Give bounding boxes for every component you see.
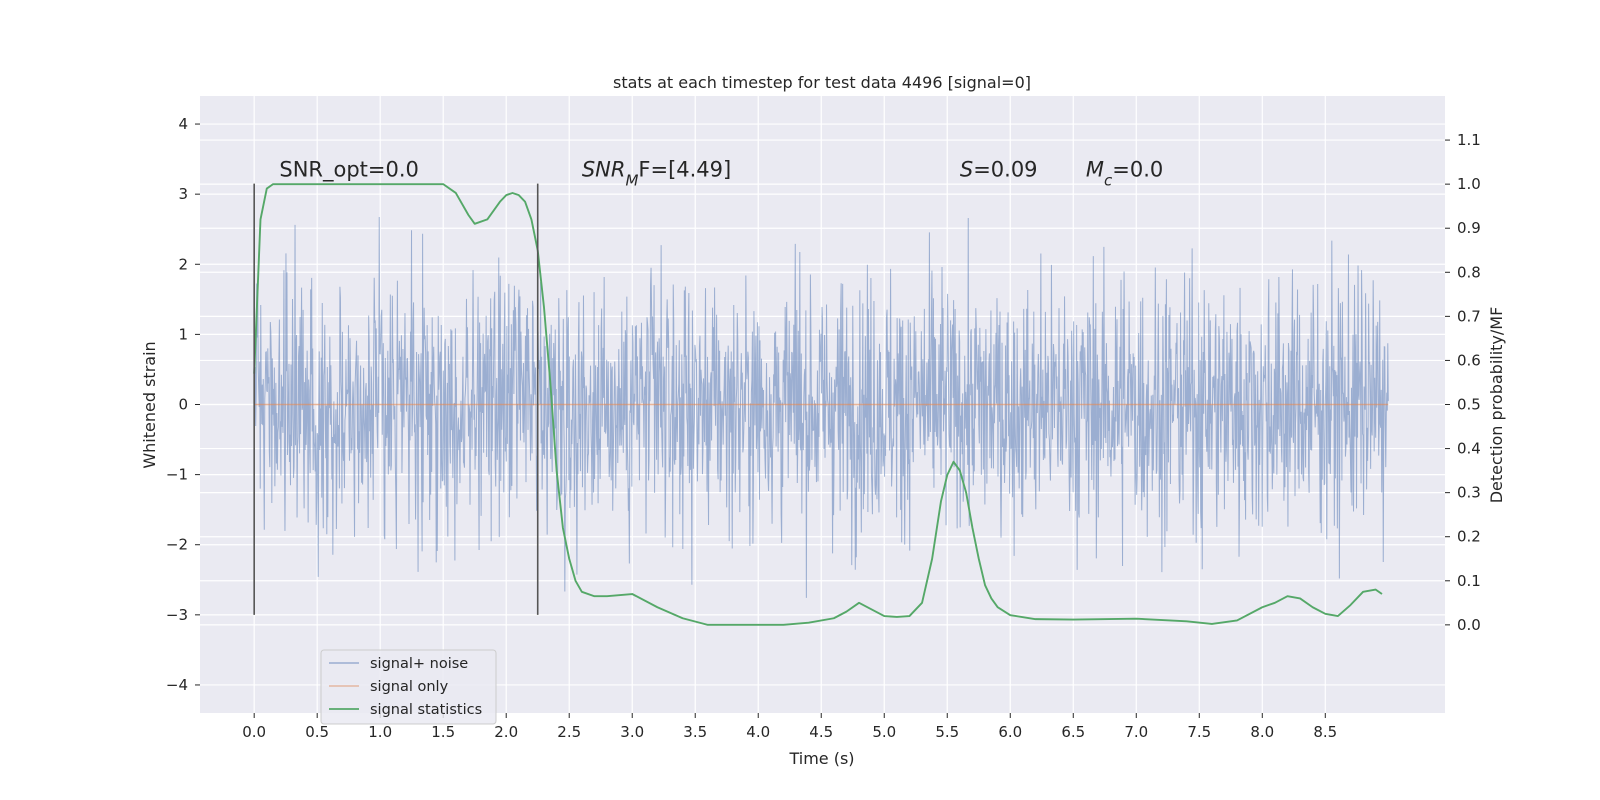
y-right-tick-label: 0.0 (1457, 616, 1481, 634)
x-tick-label: 7.0 (1124, 723, 1148, 741)
y-right-tick-label: 0.8 (1457, 263, 1481, 281)
series-lines (253, 183, 1389, 626)
y-left-tick-label: 2 (178, 255, 188, 273)
legend-label-signal-only: signal only (370, 679, 449, 695)
y-axis-left-label: Whitened strain (140, 341, 159, 468)
x-tick-label: 8.0 (1250, 723, 1274, 741)
x-tick-label: 5.0 (872, 723, 896, 741)
x-axis-label: Time (s) (788, 749, 854, 768)
noise-series-signal-plus-noise (253, 217, 1389, 598)
y-right-tick-label: 0.1 (1457, 572, 1481, 590)
y-right-tick-label: 0.3 (1457, 484, 1481, 502)
x-tick-label: 3.0 (620, 723, 644, 741)
y-axis-left-ticks: 4 3 2 1 0 −1 −2 −3 −4 (166, 115, 200, 694)
x-tick-label: 6.0 (998, 723, 1022, 741)
x-tick-label: 5.5 (935, 723, 959, 741)
annotation-s-stat: S=0.09 (960, 158, 1038, 182)
y-left-tick-label: −1 (166, 466, 188, 484)
vertical-markers (253, 183, 539, 615)
x-tick-label: 3.5 (683, 723, 707, 741)
x-tick-label: 7.5 (1187, 723, 1211, 741)
y-right-tick-label: 0.5 (1457, 396, 1481, 414)
x-tick-label: 1.0 (368, 723, 392, 741)
y-right-tick-label: 0.4 (1457, 440, 1481, 458)
y-axis-right-label: Detection probability/MF (1487, 307, 1506, 504)
y-right-tick-label: 1.0 (1457, 175, 1481, 193)
y-left-tick-label: −4 (166, 676, 188, 694)
y-right-tick-label: 0.9 (1457, 219, 1481, 237)
y-left-tick-label: 3 (178, 185, 188, 203)
y-left-tick-label: −2 (166, 536, 188, 554)
y-left-tick-label: −3 (166, 606, 188, 624)
x-tick-label: 4.0 (746, 723, 770, 741)
legend-box (320, 649, 497, 725)
x-tick-label: 0.5 (305, 723, 329, 741)
x-tick-label: 2.5 (557, 723, 581, 741)
y-right-tick-label: 1.1 (1457, 131, 1481, 149)
y-right-tick-label: 0.6 (1457, 351, 1481, 369)
x-tick-label: 6.5 (1061, 723, 1085, 741)
y-axis-right-ticks: 1.1 1.0 0.9 0.8 0.7 0.6 0.5 0.4 0.3 0.2 0.1 0.0 (1445, 131, 1481, 634)
x-axis-ticks: 0.0 0.5 1.0 1.5 2.0 2.5 3.0 3.5 4.0 4.5 5.0 5.5 6.0 6… (242, 713, 1337, 741)
annotation-snr-opt: SNR_opt=0.0 (279, 158, 419, 183)
legend-label-signal-plus-noise: signal+ noise (370, 656, 468, 672)
x-tick-label: 2.0 (494, 723, 518, 741)
chart-title: stats at each timestep for test data 449… (613, 73, 1031, 92)
x-tick-label: 0.0 (242, 723, 266, 741)
legend: signal+ noise signal only signal statist… (320, 649, 497, 725)
line-signal-statistics (253, 183, 1383, 626)
legend-label-signal-statistics: signal statistics (370, 702, 482, 718)
annotation-snr-mf: SNRMF=[4.49] (582, 158, 731, 190)
y-left-tick-label: 1 (178, 325, 188, 343)
y-left-tick-label: 4 (178, 115, 188, 133)
annotation-mc: Mc=0.0 (1086, 158, 1163, 190)
x-tick-label: 1.5 (431, 723, 455, 741)
y-right-tick-label: 0.7 (1457, 307, 1481, 325)
x-tick-label: 4.5 (809, 723, 833, 741)
y-left-tick-label: 0 (178, 396, 188, 414)
annotations: SNR_opt=0.0 SNRMF=[4.49] S=0.09 Mc=0.0 (279, 158, 1163, 190)
y-right-tick-label: 0.2 (1457, 528, 1481, 546)
line-signal-plus-noise (253, 217, 1389, 598)
x-tick-label: 8.5 (1313, 723, 1337, 741)
